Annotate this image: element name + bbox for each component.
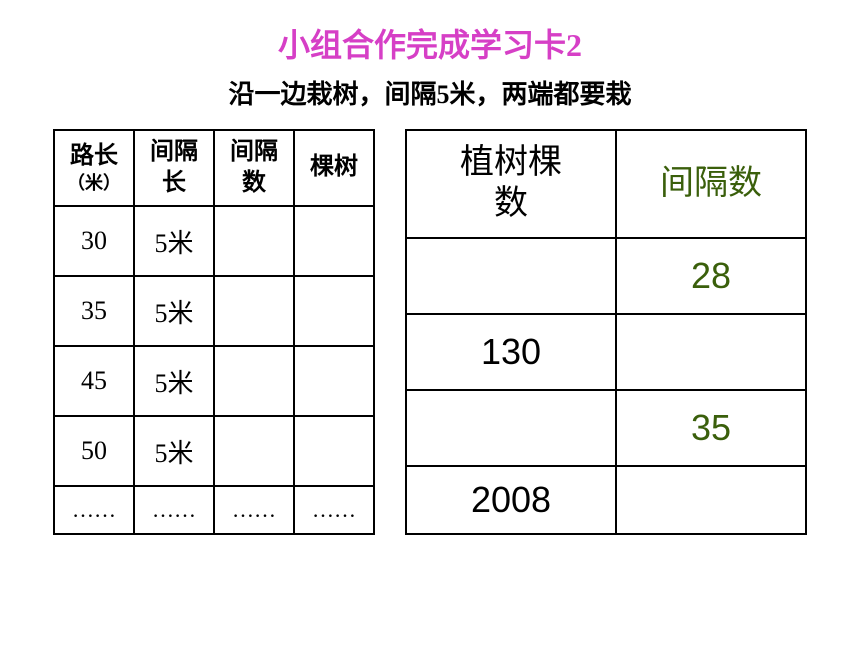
slide-title: 小组合作完成学习卡2 <box>30 20 830 66</box>
header-label: 数 <box>407 184 615 225</box>
cell: 30 <box>54 206 134 276</box>
cell: …… <box>134 486 214 534</box>
cell <box>214 206 294 276</box>
cell: …… <box>54 486 134 534</box>
cell <box>214 276 294 346</box>
cell <box>294 206 374 276</box>
cell: 5米 <box>134 206 214 276</box>
table-row: 45 5米 <box>54 346 374 416</box>
header-label: 间隔 <box>215 137 293 168</box>
cell <box>406 390 616 466</box>
cell: 35 <box>54 276 134 346</box>
table-row: 2008 <box>406 466 806 534</box>
header-label: 植树棵 <box>407 143 615 184</box>
slide-subtitle: 沿一边栽树，间隔5米，两端都要栽 <box>30 74 830 111</box>
table-row: 28 <box>406 238 806 314</box>
cell: 5米 <box>134 416 214 486</box>
header-label: 长 <box>135 168 213 199</box>
cell: 50 <box>54 416 134 486</box>
cell: 35 <box>616 390 806 466</box>
col-header-road-length: 路长 （米） <box>54 130 134 206</box>
cell: 5米 <box>134 346 214 416</box>
cell: …… <box>294 486 374 534</box>
table-row: 35 5米 <box>54 276 374 346</box>
header-label: 间隔 <box>135 137 213 168</box>
header-label-unit: （米） <box>55 172 133 195</box>
cell <box>294 346 374 416</box>
cell <box>406 238 616 314</box>
table-row: 30 5米 <box>54 206 374 276</box>
left-table: 路长 （米） 间隔 长 间隔 数 棵树 30 5米 3 <box>53 129 375 535</box>
cell: 45 <box>54 346 134 416</box>
cell <box>616 314 806 390</box>
cell: 130 <box>406 314 616 390</box>
table-header-row: 植树棵 数 间隔数 <box>406 130 806 238</box>
cell: 5米 <box>134 276 214 346</box>
table-row-ellipsis: …… …… …… …… <box>54 486 374 534</box>
table-row: 50 5米 <box>54 416 374 486</box>
cell <box>616 466 806 534</box>
tables-wrapper: 路长 （米） 间隔 长 间隔 数 棵树 30 5米 3 <box>30 129 830 535</box>
cell: …… <box>214 486 294 534</box>
header-label: 路长 <box>55 141 133 172</box>
cell: 2008 <box>406 466 616 534</box>
slide-container: 小组合作完成学习卡2 沿一边栽树，间隔5米，两端都要栽 路长 （米） 间隔 长 … <box>0 0 860 555</box>
header-label: 数 <box>215 168 293 199</box>
col-header-trees: 棵树 <box>294 130 374 206</box>
col-header-interval-count: 间隔 数 <box>214 130 294 206</box>
cell <box>214 416 294 486</box>
cell <box>294 276 374 346</box>
cell <box>214 346 294 416</box>
table-row: 130 <box>406 314 806 390</box>
cell <box>294 416 374 486</box>
right-table: 植树棵 数 间隔数 28 130 35 2008 <box>405 129 807 535</box>
col-header-tree-count: 植树棵 数 <box>406 130 616 238</box>
table-header-row: 路长 （米） 间隔 长 间隔 数 棵树 <box>54 130 374 206</box>
cell: 28 <box>616 238 806 314</box>
table-row: 35 <box>406 390 806 466</box>
col-header-interval-count: 间隔数 <box>616 130 806 238</box>
col-header-interval-length: 间隔 长 <box>134 130 214 206</box>
